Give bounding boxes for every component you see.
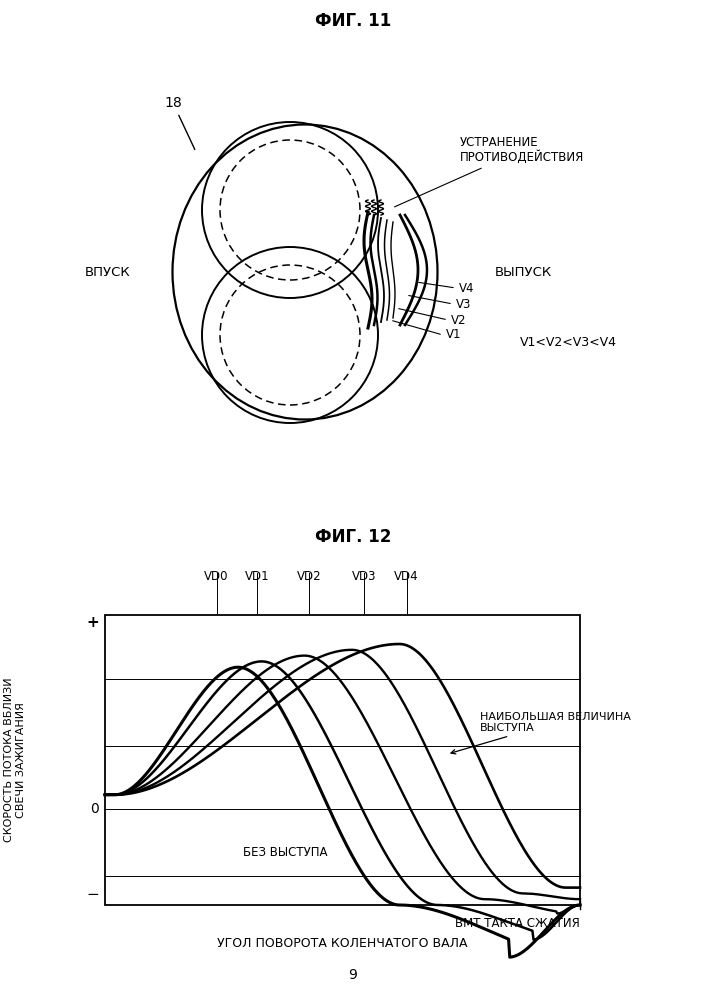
Text: ФИГ. 12: ФИГ. 12 xyxy=(315,528,391,546)
Text: НАИБОЛЬШАЯ ВЕЛИЧИНА
ВЫСТУПА: НАИБОЛЬШАЯ ВЕЛИЧИНА ВЫСТУПА xyxy=(451,712,631,754)
Text: V1: V1 xyxy=(446,328,462,342)
Text: ВЫПУСК: ВЫПУСК xyxy=(495,265,552,278)
Text: ВПУСК: ВПУСК xyxy=(85,265,131,278)
Text: СКОРОСТЬ ПОТОКА ВБЛИЗИ
СВЕЧИ ЗАЖИГАНИЯ: СКОРОСТЬ ПОТОКА ВБЛИЗИ СВЕЧИ ЗАЖИГАНИЯ xyxy=(4,678,25,842)
Text: УСТРАНЕНИЕ
ПРОТИВОДЕЙСТВИЯ: УСТРАНЕНИЕ ПРОТИВОДЕЙСТВИЯ xyxy=(395,136,584,207)
Text: VD2: VD2 xyxy=(297,570,322,583)
Text: VD0: VD0 xyxy=(204,570,229,583)
Text: ФИГ. 11: ФИГ. 11 xyxy=(315,12,391,30)
Text: V4: V4 xyxy=(459,282,474,294)
Text: V2: V2 xyxy=(451,314,467,326)
Text: 0: 0 xyxy=(90,802,99,816)
Text: −: − xyxy=(86,887,99,902)
Bar xyxy=(105,615,580,905)
Text: V3: V3 xyxy=(456,298,472,310)
Text: 9: 9 xyxy=(349,968,358,982)
Text: БЕЗ ВЫСТУПА: БЕЗ ВЫСТУПА xyxy=(243,846,328,859)
Text: V1<V2<V3<V4: V1<V2<V3<V4 xyxy=(520,336,617,349)
Text: VD3: VD3 xyxy=(351,570,376,583)
Text: +: + xyxy=(86,615,99,630)
Text: УГОЛ ПОВОРОТА КОЛЕНЧАТОГО ВАЛА: УГОЛ ПОВОРОТА КОЛЕНЧАТОГО ВАЛА xyxy=(217,937,468,950)
Text: ВМТ ТАКТА СЖАТИЯ: ВМТ ТАКТА СЖАТИЯ xyxy=(455,917,580,930)
Text: VD1: VD1 xyxy=(245,570,269,583)
Text: 18: 18 xyxy=(164,96,195,149)
Text: VD4: VD4 xyxy=(395,570,419,583)
